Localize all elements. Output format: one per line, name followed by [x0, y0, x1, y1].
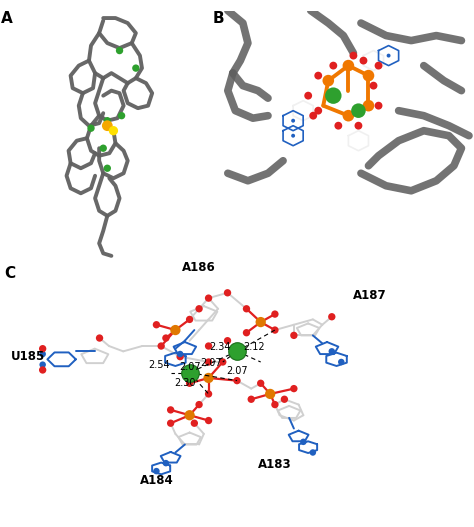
Point	[266, 390, 274, 398]
Point	[153, 467, 160, 475]
Point	[191, 419, 198, 427]
Point	[132, 64, 140, 72]
Point	[233, 376, 241, 385]
Point	[205, 390, 212, 398]
Text: A183: A183	[258, 458, 292, 471]
Point	[375, 61, 383, 70]
Point	[176, 353, 184, 361]
Text: A187: A187	[353, 289, 386, 302]
Point	[153, 320, 160, 329]
Point	[271, 310, 279, 318]
Point	[314, 71, 322, 80]
Point	[271, 326, 279, 334]
Point	[205, 374, 212, 382]
Point	[109, 126, 117, 135]
Point	[172, 326, 179, 334]
Point	[300, 437, 307, 446]
Point	[328, 313, 336, 321]
Text: A: A	[1, 11, 13, 25]
Text: 2.54: 2.54	[148, 359, 170, 369]
Text: 2.12: 2.12	[243, 343, 264, 353]
Text: C: C	[5, 266, 16, 281]
Point	[167, 419, 174, 427]
Point	[281, 395, 288, 404]
Point	[195, 305, 203, 313]
Point	[370, 81, 377, 90]
Point	[289, 116, 297, 125]
Point	[290, 331, 298, 339]
Point	[100, 144, 107, 152]
Point	[118, 112, 126, 120]
Point	[309, 448, 317, 457]
Point	[355, 106, 362, 115]
Point	[247, 395, 255, 404]
Point	[329, 91, 337, 100]
Text: 2.34: 2.34	[210, 343, 231, 353]
Point	[205, 416, 212, 425]
Point	[162, 334, 170, 342]
Point	[39, 345, 46, 353]
Text: A186: A186	[182, 261, 216, 274]
Point	[365, 71, 372, 80]
Text: 2.30: 2.30	[174, 378, 196, 388]
Point	[39, 366, 46, 374]
Point	[157, 342, 165, 350]
Text: U185: U185	[11, 350, 46, 363]
Point	[96, 334, 103, 342]
Point	[205, 342, 212, 350]
Text: 2.07: 2.07	[226, 366, 248, 376]
Point	[243, 328, 250, 337]
Point	[257, 318, 264, 326]
Point	[345, 112, 352, 120]
Point	[39, 360, 46, 369]
Point	[325, 76, 332, 85]
Point	[87, 124, 95, 132]
Point	[205, 294, 212, 302]
Point	[304, 91, 312, 100]
Point	[289, 131, 297, 140]
Point	[167, 406, 174, 414]
Point	[310, 112, 317, 120]
Point	[314, 106, 322, 115]
Point	[243, 305, 250, 313]
Point	[103, 116, 111, 125]
Point	[224, 337, 231, 345]
Point	[233, 347, 241, 356]
Point	[219, 358, 227, 366]
Point	[186, 368, 193, 377]
Point	[345, 61, 352, 70]
Text: 2.07: 2.07	[200, 357, 222, 367]
Point	[375, 101, 383, 110]
Text: B: B	[213, 11, 224, 25]
Point	[385, 51, 392, 60]
Point	[39, 350, 46, 358]
Point	[224, 289, 231, 297]
Point	[103, 121, 111, 130]
Point	[328, 347, 336, 356]
Point	[186, 411, 193, 419]
Point	[335, 121, 342, 130]
Point	[271, 401, 279, 409]
Point	[350, 51, 357, 60]
Point	[205, 358, 212, 366]
Point	[337, 358, 345, 366]
Point	[290, 384, 298, 393]
Text: A184: A184	[139, 474, 173, 487]
Point	[116, 46, 123, 55]
Point	[186, 379, 193, 387]
Point	[195, 401, 203, 409]
Point	[186, 315, 193, 324]
Text: 2.07: 2.07	[179, 363, 201, 372]
Point	[329, 61, 337, 70]
Point	[176, 350, 184, 358]
Point	[103, 164, 111, 172]
Point	[257, 379, 264, 387]
Point	[355, 121, 362, 130]
Point	[360, 56, 367, 65]
Point	[162, 459, 170, 467]
Point	[365, 101, 372, 110]
